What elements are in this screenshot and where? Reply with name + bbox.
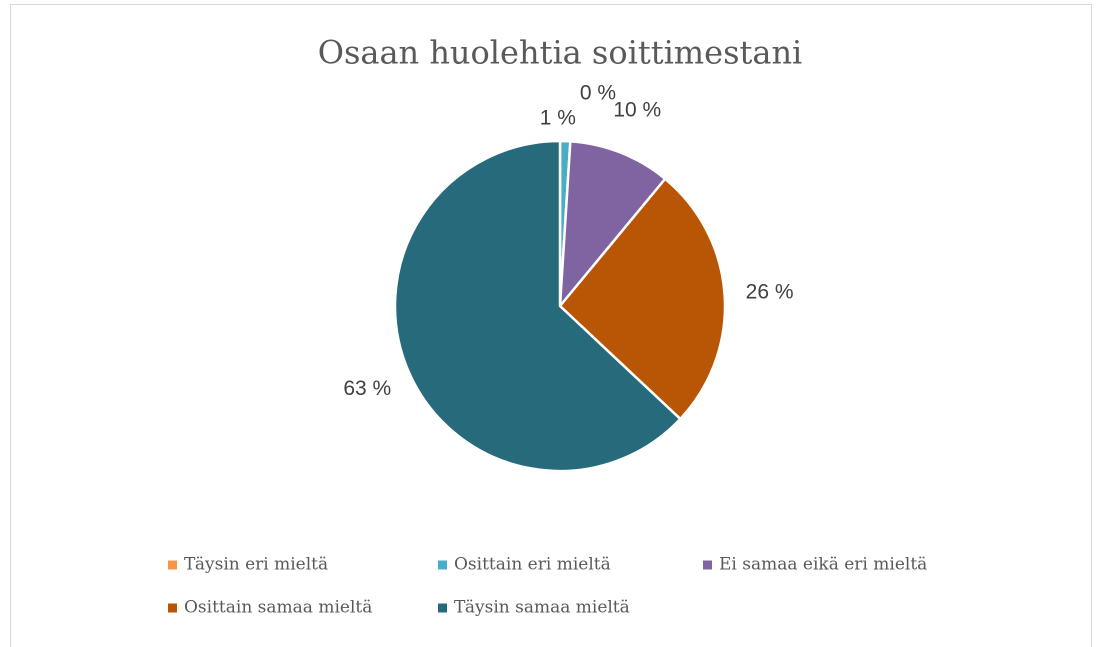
data-label: 10 % bbox=[613, 98, 661, 121]
legend-label: Ei samaa eikä eri mieltä bbox=[719, 555, 927, 575]
legend-swatch bbox=[438, 603, 447, 613]
legend-swatch bbox=[703, 560, 712, 570]
legend-swatch bbox=[168, 560, 177, 570]
data-label: 26 % bbox=[746, 280, 794, 303]
data-label: 1 % bbox=[540, 107, 576, 130]
pie-slice bbox=[558, 139, 667, 310]
data-label: 63 % bbox=[343, 377, 391, 400]
legend-label: Osittain eri mieltä bbox=[454, 555, 611, 575]
legend-swatch bbox=[168, 603, 177, 613]
legend-label: Osittain samaa mieltä bbox=[184, 598, 372, 618]
legend-label: Täysin samaa mieltä bbox=[454, 598, 630, 618]
pie-slice bbox=[558, 177, 727, 421]
data-label: 0 % bbox=[580, 82, 616, 105]
chart-title: Osaan huolehtia soittimestani bbox=[318, 34, 803, 72]
legend-swatch bbox=[438, 560, 447, 570]
legend-label: Täysin eri mieltä bbox=[184, 555, 328, 575]
pie-slice bbox=[393, 139, 683, 473]
